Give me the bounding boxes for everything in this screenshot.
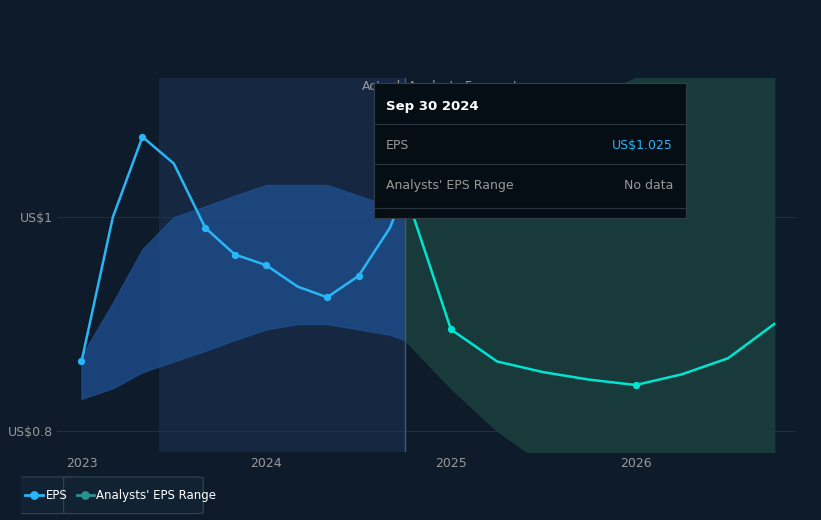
Point [352,272,365,280]
FancyBboxPatch shape [64,477,204,514]
Point [28,491,41,499]
Bar [159,78,405,452]
Text: Analysts Forecasts: Analysts Forecasts [408,80,525,93]
Point [199,224,212,232]
Point [629,381,642,389]
Text: No data: No data [624,179,673,192]
Point [259,261,273,269]
Text: EPS: EPS [386,139,410,152]
Point [135,133,149,141]
Text: Analysts' EPS Range: Analysts' EPS Range [97,489,217,502]
Point [75,357,88,366]
Point [444,325,457,333]
Text: EPS: EPS [46,489,67,502]
Point [320,293,333,302]
Text: Analysts' EPS Range: Analysts' EPS Range [386,179,514,192]
Point [79,491,92,499]
Text: Sep 30 2024: Sep 30 2024 [386,100,479,113]
Point [228,250,241,258]
FancyBboxPatch shape [12,477,76,514]
Text: Actual: Actual [362,80,401,93]
Point [398,186,411,194]
Text: US$1.025: US$1.025 [612,139,673,152]
